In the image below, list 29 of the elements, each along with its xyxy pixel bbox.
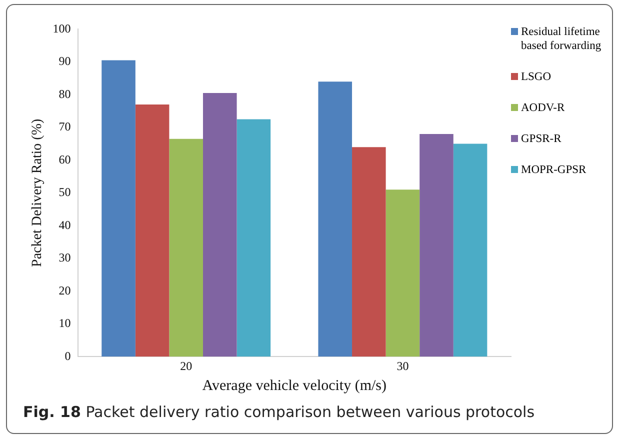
y-tick-label: 10: [58, 316, 71, 330]
legend-label: MOPR-GPSR: [521, 163, 586, 177]
bar: [169, 138, 203, 357]
bar: [102, 60, 136, 357]
y-tick-label: 50: [58, 185, 71, 200]
y-tick-label: 30: [58, 250, 71, 265]
caption: Fig. 18 Packet delivery ratio comparison between various protocols: [23, 403, 535, 421]
y-tick-label: 80: [58, 86, 71, 101]
legend-label: Residual lifetime based forwarding: [521, 25, 602, 53]
y-tick-label: 60: [58, 152, 71, 166]
bar: [236, 119, 271, 357]
bar: [318, 82, 352, 357]
legend-label: GPSR-R: [521, 132, 562, 146]
x-axis-title: Average vehicle velocity (m/s): [202, 378, 387, 394]
y-tick-label: 20: [58, 283, 71, 298]
legend-label: AODV-R: [521, 101, 565, 115]
y-axis-title: Packet Delivery Ratio (%): [30, 118, 46, 267]
bar: [453, 144, 488, 357]
bar: [420, 134, 454, 357]
y-tick-label: 40: [58, 218, 71, 232]
y-tick-label: 0: [64, 348, 71, 363]
y-tick-label: 90: [58, 54, 71, 68]
bar: [135, 104, 170, 357]
bar: [386, 190, 420, 357]
bar: [352, 147, 386, 357]
legend-label: LSGO: [521, 70, 552, 84]
y-tick-label: 70: [58, 120, 71, 134]
y-tick-label: 100: [52, 21, 71, 36]
bar: [202, 93, 237, 357]
